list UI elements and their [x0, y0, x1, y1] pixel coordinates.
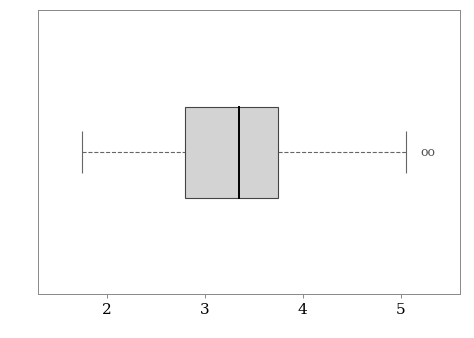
- Text: oo: oo: [420, 146, 436, 159]
- Bar: [185, 107, 278, 197]
